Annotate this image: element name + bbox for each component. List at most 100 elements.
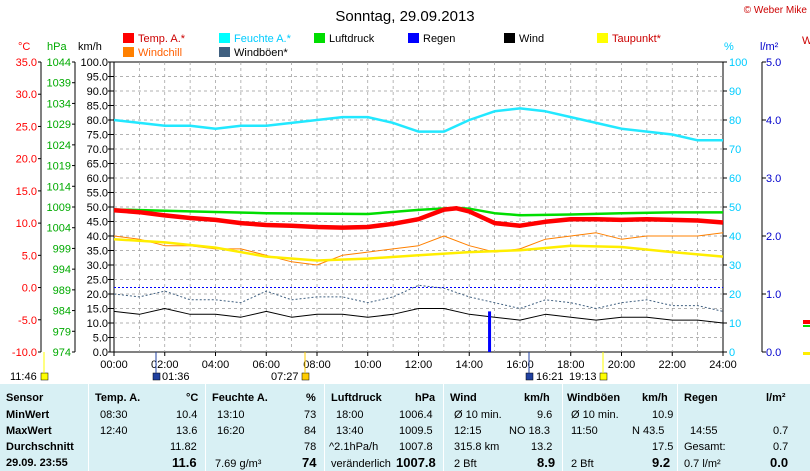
temp-max-time: 12:40 (100, 425, 128, 437)
x-tick-label: 08:00 (303, 359, 331, 371)
edge-mark-yellow (803, 352, 810, 355)
legend-swatch (408, 33, 419, 43)
temp-current: 11.6 (172, 455, 197, 470)
stats-table: Sensor MinWert MaxWert Durchschnitt 29.0… (0, 384, 810, 471)
series-line-taupunkt (113, 237, 724, 262)
x-tick-label: 02:00 (151, 359, 179, 371)
cutoff-glyph: W (802, 35, 810, 47)
tick-label-press: 1004 (47, 223, 71, 235)
axis-unit-rain: l/m² (760, 41, 779, 53)
axis-unit-temp: °C (18, 41, 30, 53)
legend-swatch (123, 47, 134, 57)
feuchte-unit: % (306, 392, 316, 404)
time-marker-label: 01:36 (162, 371, 190, 383)
druck-min-value: 1006.4 (399, 409, 433, 421)
tick-label-rain: 1.0 (766, 289, 781, 301)
temp-min-time: 08:30 (100, 409, 128, 421)
x-tick-label: 06:00 (252, 359, 280, 371)
series-line-feuchtea (113, 107, 723, 142)
wind-avg10-label: Ø 10 min. (454, 409, 502, 421)
boeen-max-dir: N 43.5 (632, 425, 665, 437)
tick-label-wind: 100.0 (80, 57, 108, 69)
x-tick-label: 12:00 (405, 359, 433, 371)
tick-label-hum: 50 (729, 202, 741, 214)
tick-label-wind: 35.0 (87, 246, 108, 258)
tick-label-temp: 0.0 (22, 283, 37, 295)
time-marker (525, 372, 534, 381)
x-tick-label: 14:00 (455, 359, 483, 371)
tick-label-hum: 10 (729, 318, 741, 330)
regen-max-value: 0.7 (773, 425, 789, 437)
wind-avg: 13.2 (531, 441, 553, 453)
tick-label-wind: 25.0 (87, 275, 108, 287)
x-tick-label: 24:00 (709, 359, 737, 371)
regen-current: 0.0 (770, 455, 789, 470)
druck-state: veränderlich (331, 458, 391, 470)
tick-label-hum: 0 (729, 347, 735, 359)
tick-label-wind: 75.0 (87, 130, 108, 142)
legend-label: Regen (423, 33, 455, 45)
tick-label-wind: 85.0 (87, 101, 108, 113)
time-marker (152, 372, 161, 381)
legend-swatch (504, 33, 515, 43)
tick-label-rain: 4.0 (766, 115, 781, 127)
axis-unit-hum: % (724, 41, 734, 53)
regen-gesamt-value: 0.7 (773, 441, 789, 453)
druck-current: 1007.8 (396, 455, 436, 470)
wind-current: 8.9 (537, 455, 556, 470)
tick-label-hum: 60 (729, 173, 741, 185)
tick-label-press: 994 (53, 264, 71, 276)
axes-layer: 35.0 30.0 25.0 20.0 15.0 10.0 5.0 0.0 -5.0 -10.0 1… (10, 41, 810, 383)
boeen-avg: 17.5 (652, 441, 674, 453)
time-marker-label: 19:13 (569, 371, 597, 383)
boeen-avg10-value: 10.9 (652, 409, 674, 421)
tick-label-hum: 20 (729, 289, 741, 301)
legend: Temp. A.* Feuchte A.* Luftdruck Regen Wind Ta… (123, 33, 662, 59)
druck-unit: hPa (415, 392, 436, 404)
tick-label-press: 984 (53, 306, 71, 318)
tick-label-wind: 40.0 (87, 231, 108, 243)
feuchte-avg: 78 (304, 441, 317, 453)
tick-label-wind: 70.0 (87, 144, 108, 156)
legend-label: Wind (519, 33, 544, 45)
tick-label-press: 1029 (47, 119, 71, 131)
series-line-windchill (113, 232, 724, 266)
regen-current-label: 0.7 l/m² (684, 458, 721, 470)
wind-distance: 315.8 km (454, 441, 500, 453)
maxwert-label: MaxWert (6, 425, 52, 437)
tick-label-press: 1009 (47, 202, 71, 214)
boeen-header: Windböen (567, 392, 621, 404)
druck-min-time: 18:00 (336, 409, 364, 421)
tick-label-hum: 100 (729, 57, 747, 69)
temp-min-value: 10.4 (176, 409, 198, 421)
tick-label-temp: 10.0 (16, 218, 37, 230)
druck-trend: ^2.1hPa/h (329, 441, 379, 453)
boeen-avg10-label: Ø 10 min. (571, 409, 619, 421)
tick-label-press: 1039 (47, 78, 71, 90)
series-line-wind (113, 308, 724, 324)
edge-mark-green (803, 325, 810, 327)
tick-label-press: 974 (53, 347, 71, 359)
legend-label: Luftdruck (329, 33, 375, 45)
tick-label-wind: 95.0 (87, 72, 108, 84)
wind-bft: 2 Bft (454, 458, 477, 470)
tick-label-hum: 70 (729, 144, 741, 156)
axis-unit-wind: km/h (78, 41, 102, 53)
tick-label-hum: 30 (729, 260, 741, 272)
regen-header: Regen (684, 392, 718, 404)
durchschnitt-label: Durchschnitt (6, 441, 74, 453)
minwert-label: MinWert (6, 409, 50, 421)
tick-label-hum: 40 (729, 231, 741, 243)
druck-header: Luftdruck (331, 392, 382, 404)
wind-max-dir: NO 18.3 (509, 425, 550, 437)
regen-unit: l/m² (766, 392, 786, 404)
x-tick-label: 20:00 (608, 359, 636, 371)
wind-avg10-value: 9.6 (537, 409, 553, 421)
tick-label-rain: 5.0 (766, 57, 781, 69)
tick-label-wind: 45.0 (87, 217, 108, 229)
temp-max-value: 13.6 (176, 425, 198, 437)
tick-label-hum: 90 (729, 86, 741, 98)
chart-title: Sonntag, 29.09.2013 (335, 8, 474, 25)
weather-chart: 35.0 30.0 25.0 20.0 15.0 10.0 5.0 0.0 -5.0 -10.0 1… (10, 5, 810, 383)
tick-label-press: 999 (53, 243, 71, 255)
